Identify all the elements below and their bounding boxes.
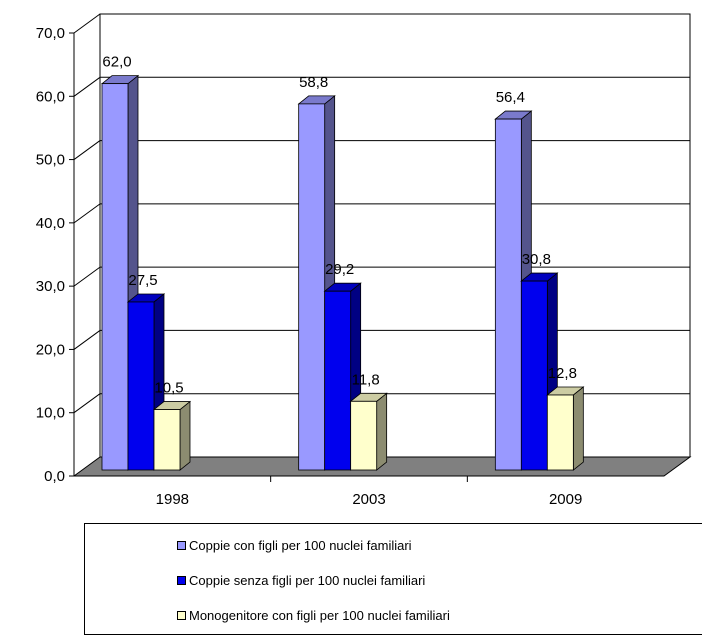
legend-label-series-1: Coppie con figli per 100 nuclei familiar… [189,537,412,553]
y-tick-label: 40,0 [36,215,65,232]
bar-front [101,83,129,471]
bar-chart: 0,0 10,0 20,0 30,0 40,0 50,0 60,0 70,0 1998 2003 2… [36,13,692,508]
bar [546,386,585,471]
x-tick-label: 2003 [352,491,385,508]
legend-swatch-series-2 [177,575,186,585]
gridlines [73,13,691,458]
y-tick-label: 20,0 [36,341,65,358]
legend: Coppie con figli per 100 nuclei familiar… [84,523,702,635]
bar-front [494,118,522,471]
gridline-side [73,393,101,414]
legend-item-series-1: Coppie con figli per 100 nuclei familiar… [177,536,412,554]
data-label: 56,4 [496,89,525,106]
y-tick-label: 10,0 [36,405,65,422]
data-label: 27,5 [128,272,157,289]
bar-front [324,290,352,471]
y-tick-label: 30,0 [36,278,65,295]
bar-front [298,103,326,471]
bar [349,392,388,471]
bar-side [179,400,191,471]
gridline-side [73,140,101,160]
data-label: 62,0 [102,54,131,71]
gridline-side [73,76,101,97]
gridline-side [73,203,101,224]
data-label: 12,8 [548,365,577,382]
y-tick-label: 0,0 [44,468,65,485]
data-label: 58,8 [299,74,328,91]
bar-front [546,394,574,471]
legend-swatch-series-3 [177,610,186,620]
y-tick-label: 60,0 [36,88,65,105]
data-label: 29,2 [325,261,354,278]
legend-swatch-series-1 [177,540,186,550]
data-label: 30,8 [522,251,551,268]
data-label: 10,5 [154,380,183,397]
legend-label-series-2: Coppie senza figli per 100 nuclei famili… [189,572,426,588]
bar-side [376,392,388,471]
bar-front [520,280,548,471]
legend-item-series-2: Coppie senza figli per 100 nuclei famili… [177,571,425,589]
back-wall [99,13,691,458]
y-tick-label: 70,0 [36,25,65,42]
legend-label-series-3: Monogenitore con figli per 100 nuclei fa… [189,607,450,623]
axes: 0,0 10,0 20,0 30,0 40,0 50,0 60,0 70,0 1998 2003 2… [36,25,664,508]
bar-front [350,400,378,471]
bar-front [153,409,181,471]
gridline-side [73,330,101,350]
x-tick-label: 2009 [549,491,582,508]
bar-side [572,386,584,471]
legend-item-series-3: Monogenitore con figli per 100 nuclei fa… [177,606,450,624]
bar [152,400,192,471]
data-label: 11,8 [352,371,380,388]
x-tick-label: 1998 [156,491,189,508]
bars [100,74,585,471]
gridline-side [73,13,101,34]
data-labels: 62,0 27,5 10,5 58,8 29,2 11,8 56,4 30,8 12,8 [102,54,577,397]
y-tick-label: 50,0 [36,152,65,169]
gridline-side [73,266,101,287]
bar-front [127,301,155,471]
